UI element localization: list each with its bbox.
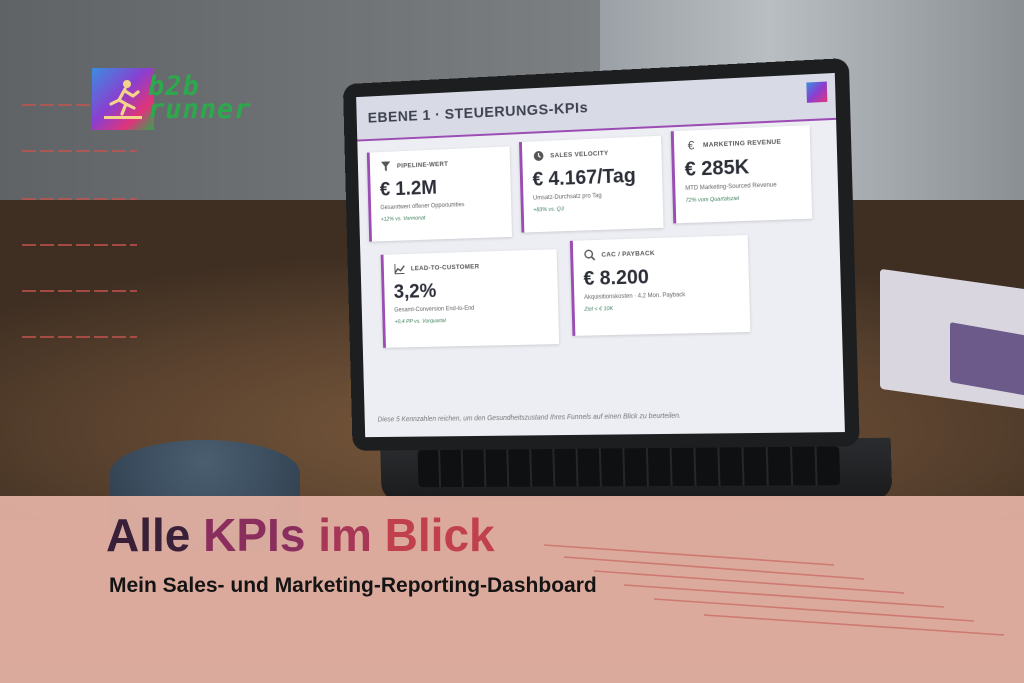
clock-icon <box>532 149 546 163</box>
kpi-card-pipeline[interactable]: PIPELINE-WERT € 1.2M Gesamtwert offener … <box>366 146 513 242</box>
decor-line <box>22 336 137 338</box>
kpi-label: MARKETING REVENUE <box>702 138 782 149</box>
headline-word: KPIs <box>203 509 306 561</box>
euro-icon: € <box>687 138 695 153</box>
headline-word: Alle <box>106 509 191 561</box>
kpi-grid: PIPELINE-WERT € 1.2M Gesamtwert offener … <box>357 120 836 348</box>
kpi-subtitle: MTD Marketing-Sourced Revenue <box>685 182 777 192</box>
kpi-subtitle: Umsatz-Durchsatz pro Tag <box>532 193 602 202</box>
dashboard-screen: EBENE 1 · STEUERUNGS-KPIs PIPELINE-WERT … <box>356 72 845 438</box>
kpi-delta: Ziel < € 10K <box>584 306 614 313</box>
trend-chart-icon <box>393 262 406 276</box>
kpi-subtitle: Gesamtwert offener Opportunities <box>380 202 465 212</box>
dashboard-title: EBENE 1 · STEUERUNGS-KPIs <box>367 98 589 127</box>
decor-line <box>22 244 137 246</box>
decor-line <box>22 150 137 152</box>
kpi-value: € 4.167/Tag <box>532 164 637 191</box>
kpi-value: € 1.2M <box>379 176 438 201</box>
kpi-card-marketing-revenue[interactable]: € MARKETING REVENUE € 285K MTD Marketing… <box>670 125 813 224</box>
decor-line <box>22 104 137 106</box>
funnel-euro-icon <box>379 159 392 173</box>
laptop-keyboard <box>417 446 841 488</box>
runner-icon <box>92 68 154 130</box>
kpi-label: LEAD-TO-CUSTOMER <box>410 262 480 272</box>
kpi-delta: 72% vom Quartalsziel <box>685 195 740 204</box>
laptop: EBENE 1 · STEUERUNGS-KPIs PIPELINE-WERT … <box>342 57 893 501</box>
brand-logo: b2b runner <box>92 68 252 130</box>
kpi-card-lead-to-customer[interactable]: LEAD-TO-CUSTOMER 3,2% Gesamt-Conversion … <box>380 249 560 348</box>
kpi-card-sales-velocity[interactable]: SALES VELOCITY € 4.167/Tag Umsatz-Durchs… <box>519 135 664 233</box>
kpi-delta: +83% vs. Q3 <box>533 206 564 214</box>
kpi-label: CAC / PAYBACK <box>601 249 655 259</box>
decor-line <box>22 198 137 200</box>
kpi-subtitle: Gesamt-Conversion End-to-End <box>394 305 475 314</box>
dashboard-logo-icon <box>806 81 828 103</box>
search-euro-icon <box>583 248 597 262</box>
headline-word: Blick <box>384 509 495 561</box>
kpi-subtitle: Akquisitionskosten · 4,2 Mon. Payback <box>583 292 686 301</box>
kpi-value: 3,2% <box>393 280 437 303</box>
logo-line-1: b2b <box>148 71 200 103</box>
banner-subline: Mein Sales- und Marketing-Reporting-Dash… <box>109 574 597 597</box>
banner-headline: Alle KPIs im Blick <box>106 508 495 562</box>
dashboard-footnote: Diese 5 Kennzahlen reichen, um den Gesun… <box>377 412 682 424</box>
logo-wordmark: b2b runner <box>148 71 252 125</box>
kpi-label: SALES VELOCITY <box>550 149 609 159</box>
kpi-value: € 285K <box>684 156 750 181</box>
logo-line-2: runner <box>148 94 252 125</box>
kpi-value: € 8.200 <box>583 266 650 290</box>
kpi-delta: +0,4 PP vs. Vorquartal <box>394 318 446 326</box>
laptop-bezel: EBENE 1 · STEUERUNGS-KPIs PIPELINE-WERT … <box>342 57 860 451</box>
banner-decor-lines <box>543 544 1005 636</box>
kpi-delta: +12% vs. Vormonat <box>380 215 426 223</box>
decor-line <box>22 290 137 292</box>
headline-word: im <box>318 509 372 561</box>
kpi-card-cac-payback[interactable]: CAC / PAYBACK € 8.200 Akquisitionskosten… <box>569 235 751 336</box>
kpi-label: PIPELINE-WERT <box>396 160 449 170</box>
